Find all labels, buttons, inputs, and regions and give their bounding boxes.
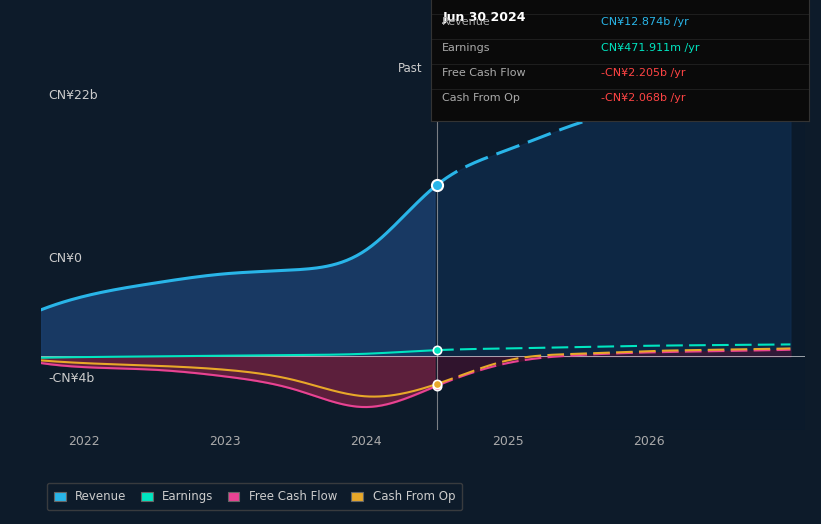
Text: CN¥471.911m /yr: CN¥471.911m /yr	[601, 42, 699, 52]
Text: CN¥22b: CN¥22b	[48, 89, 99, 102]
Bar	[437, 37, 805, 430]
Text: Free Cash Flow: Free Cash Flow	[443, 68, 526, 78]
Text: -CN¥4b: -CN¥4b	[48, 372, 95, 385]
Text: Past: Past	[398, 62, 423, 75]
Text: -CN¥2.205b /yr: -CN¥2.205b /yr	[601, 68, 686, 78]
Text: Analysts Forecasts: Analysts Forecasts	[451, 62, 561, 75]
Legend: Revenue, Earnings, Free Cash Flow, Cash From Op: Revenue, Earnings, Free Cash Flow, Cash …	[47, 483, 462, 510]
Text: Earnings: Earnings	[443, 42, 491, 52]
Text: CN¥0: CN¥0	[48, 252, 83, 265]
Text: CN¥12.874b /yr: CN¥12.874b /yr	[601, 17, 689, 27]
Text: -CN¥2.068b /yr: -CN¥2.068b /yr	[601, 93, 686, 103]
Text: Revenue: Revenue	[443, 17, 491, 27]
Text: Cash From Op: Cash From Op	[443, 93, 521, 103]
Text: Jun 30 2024: Jun 30 2024	[443, 11, 526, 24]
